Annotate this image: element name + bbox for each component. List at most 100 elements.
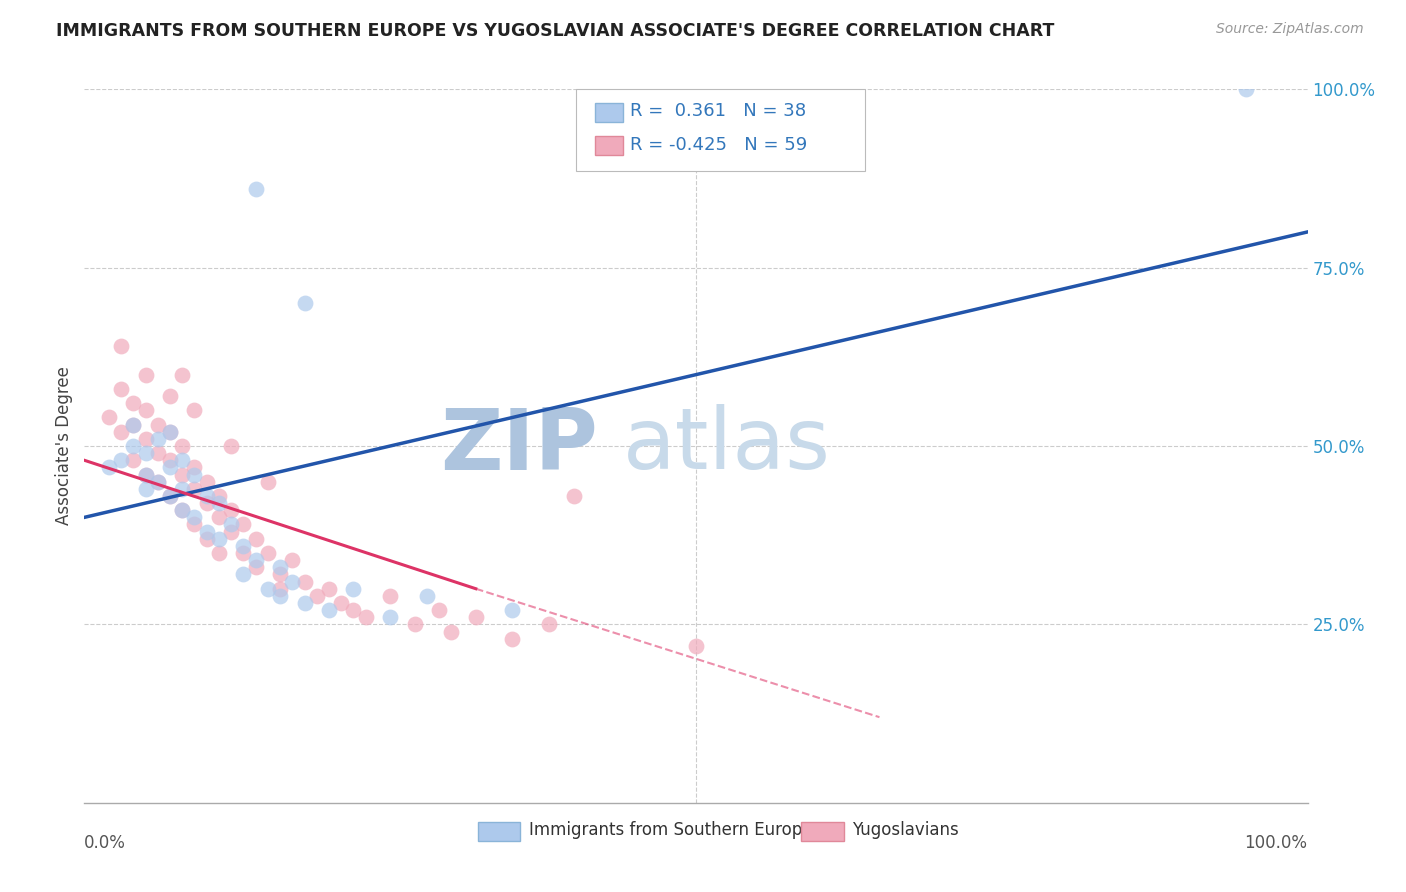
Point xyxy=(122,453,145,467)
Point xyxy=(294,596,316,610)
Point xyxy=(146,446,169,460)
Point xyxy=(232,567,254,582)
Point xyxy=(195,496,218,510)
Point xyxy=(208,546,231,560)
Point xyxy=(195,489,218,503)
Point xyxy=(208,532,231,546)
Point xyxy=(172,368,194,382)
Point xyxy=(159,453,181,467)
Point xyxy=(281,553,304,567)
Point xyxy=(440,624,463,639)
Point xyxy=(257,582,280,596)
Point xyxy=(404,617,426,632)
Point xyxy=(183,482,205,496)
Point xyxy=(685,639,707,653)
Point xyxy=(354,610,377,624)
Point xyxy=(159,460,181,475)
Point xyxy=(245,560,267,574)
Point xyxy=(232,539,254,553)
Point xyxy=(122,439,145,453)
Point xyxy=(342,603,364,617)
Text: Immigrants from Southern Europe: Immigrants from Southern Europe xyxy=(529,821,813,838)
Point xyxy=(97,460,120,475)
Text: IMMIGRANTS FROM SOUTHERN EUROPE VS YUGOSLAVIAN ASSOCIATE'S DEGREE CORRELATION CH: IMMIGRANTS FROM SOUTHERN EUROPE VS YUGOS… xyxy=(56,22,1054,40)
Text: Source: ZipAtlas.com: Source: ZipAtlas.com xyxy=(1216,22,1364,37)
Point xyxy=(159,425,181,439)
Point xyxy=(135,482,157,496)
Point xyxy=(305,589,328,603)
Point xyxy=(159,389,181,403)
Point xyxy=(110,339,132,353)
Point xyxy=(172,467,194,482)
Point xyxy=(464,610,486,624)
Point xyxy=(172,439,194,453)
Point xyxy=(122,417,145,432)
Point xyxy=(172,482,194,496)
Point xyxy=(232,546,254,560)
Point xyxy=(146,432,169,446)
Point xyxy=(1234,82,1257,96)
Point xyxy=(269,567,291,582)
Point xyxy=(562,489,585,503)
Point xyxy=(245,553,267,567)
Point xyxy=(135,446,157,460)
Point xyxy=(257,475,280,489)
Point xyxy=(219,524,242,539)
Point xyxy=(172,503,194,517)
Point xyxy=(135,403,157,417)
Point xyxy=(97,410,120,425)
Point xyxy=(269,589,291,603)
Point xyxy=(269,582,291,596)
Point xyxy=(219,439,242,453)
Point xyxy=(135,467,157,482)
Point xyxy=(318,603,340,617)
Point xyxy=(195,524,218,539)
Point xyxy=(135,467,157,482)
Point xyxy=(245,182,267,196)
Point xyxy=(183,467,205,482)
Point xyxy=(172,503,194,517)
Point xyxy=(146,475,169,489)
Point xyxy=(208,510,231,524)
Text: 0.0%: 0.0% xyxy=(84,834,127,852)
Point xyxy=(330,596,353,610)
Point xyxy=(183,510,205,524)
Point xyxy=(195,532,218,546)
Y-axis label: Associate's Degree: Associate's Degree xyxy=(55,367,73,525)
Point xyxy=(110,382,132,396)
Point xyxy=(208,496,231,510)
Point xyxy=(183,403,205,417)
Point xyxy=(183,517,205,532)
Point xyxy=(159,489,181,503)
Point xyxy=(269,560,291,574)
Text: 100.0%: 100.0% xyxy=(1244,834,1308,852)
Point xyxy=(257,546,280,560)
Point xyxy=(122,396,145,410)
Text: R = -0.425   N = 59: R = -0.425 N = 59 xyxy=(630,136,807,153)
Point xyxy=(294,296,316,310)
Point xyxy=(195,475,218,489)
Point xyxy=(219,503,242,517)
Point xyxy=(318,582,340,596)
Point xyxy=(219,517,242,532)
Point xyxy=(183,460,205,475)
Point xyxy=(159,489,181,503)
Text: atlas: atlas xyxy=(623,404,831,488)
Point xyxy=(146,417,169,432)
Point xyxy=(208,489,231,503)
Point xyxy=(380,610,402,624)
Point xyxy=(294,574,316,589)
Point xyxy=(135,368,157,382)
Point xyxy=(232,517,254,532)
Point xyxy=(159,425,181,439)
Point xyxy=(122,417,145,432)
Point xyxy=(146,475,169,489)
Point xyxy=(281,574,304,589)
Text: R =  0.361   N = 38: R = 0.361 N = 38 xyxy=(630,103,806,120)
Text: Yugoslavians: Yugoslavians xyxy=(852,821,959,838)
Point xyxy=(538,617,561,632)
Point xyxy=(135,432,157,446)
Text: ZIP: ZIP xyxy=(440,404,598,488)
Point xyxy=(501,632,523,646)
Point xyxy=(416,589,439,603)
